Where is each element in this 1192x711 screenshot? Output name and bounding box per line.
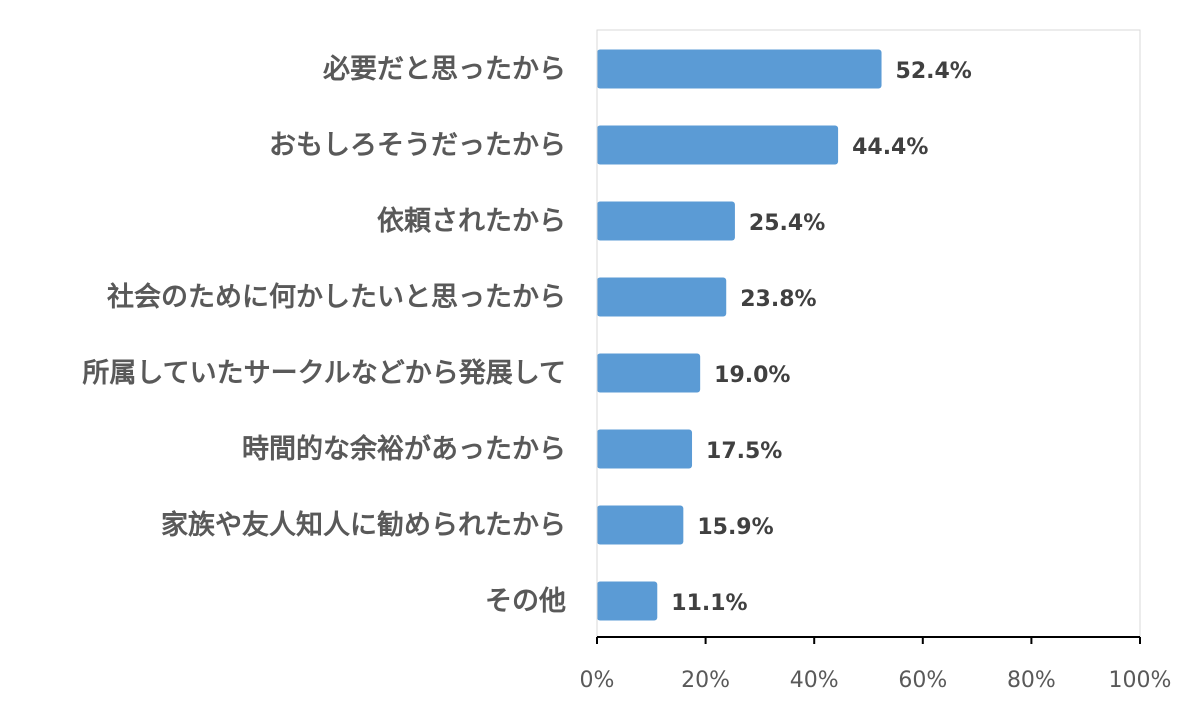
data-label: 17.5% [706, 439, 782, 464]
category-label: おもしろそうだったから [269, 130, 566, 161]
bar [597, 277, 727, 317]
plot-frame [596, 29, 1141, 638]
category-label: その他 [485, 586, 566, 617]
bar [597, 125, 839, 165]
data-label: 44.4% [852, 135, 928, 160]
bar [597, 581, 658, 621]
x-tick-label: 40% [790, 668, 839, 693]
bar [597, 49, 882, 89]
data-label: 25.4% [749, 211, 825, 236]
x-tick-label: 80% [1007, 668, 1056, 693]
category-label: 家族や友人知人に勧められたから [161, 509, 566, 541]
x-tick-label: 60% [898, 668, 947, 693]
x-tick-label: 0% [580, 668, 615, 693]
data-label: 23.8% [740, 287, 816, 312]
bar [597, 353, 701, 393]
category-label: 所属していたサークルなどから発展して [82, 358, 566, 389]
data-label: 19.0% [714, 363, 790, 388]
category-label: 社会のために何かしたいと思ったから [107, 281, 566, 313]
data-label: 52.4% [896, 59, 972, 84]
category-label: 時間的な余裕があったから [242, 433, 566, 465]
x-tick-label: 20% [681, 668, 730, 693]
bar [597, 201, 735, 241]
bar [597, 429, 693, 469]
data-label: 15.9% [697, 515, 773, 540]
x-tick-label: 100% [1109, 668, 1172, 693]
data-label: 11.1% [671, 591, 747, 616]
category-label: 必要だと思ったから [323, 54, 566, 85]
category-label: 依頼されたから [377, 206, 566, 237]
bar [597, 505, 684, 545]
